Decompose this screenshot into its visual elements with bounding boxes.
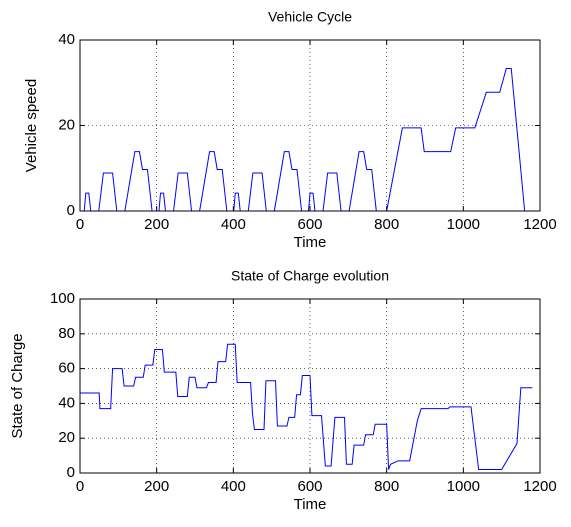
axes-box (79, 39, 541, 212)
x-tick-label: 600 (297, 216, 322, 233)
y-axis-label: State of Charge (9, 333, 26, 438)
data-line (80, 343, 533, 471)
y-tick-label: 100 (50, 290, 75, 307)
x-tick-label: 400 (221, 216, 246, 233)
y-tick-label: 20 (58, 116, 75, 133)
chart-title: Vehicle Cycle (268, 9, 352, 25)
x-axis-label: Time (294, 234, 327, 251)
y-tick-label: 40 (58, 31, 75, 48)
x-tick-label: 800 (374, 478, 399, 495)
y-tick-label: 0 (67, 464, 75, 481)
x-tick-label: 0 (76, 478, 84, 495)
x-axis-label: Time (294, 496, 327, 513)
plot-area (80, 299, 540, 473)
chart-title: State of Charge evolution (231, 268, 389, 284)
y-tick-label: 80 (58, 325, 75, 342)
y-tick-label: 40 (58, 394, 75, 411)
x-tick-label: 1200 (523, 478, 556, 495)
y-tick-label: 20 (58, 429, 75, 446)
x-tick-label: 600 (297, 478, 322, 495)
axes-box (79, 298, 541, 474)
x-tick-label: 800 (374, 216, 399, 233)
y-tick-label: 60 (58, 360, 75, 377)
x-tick-label: 200 (144, 216, 169, 233)
x-tick-label: 0 (76, 216, 84, 233)
x-tick-label: 1000 (447, 478, 480, 495)
x-tick-label: 400 (221, 478, 246, 495)
y-axis-label: Vehicle speed (23, 79, 40, 172)
y-tick-label: 0 (67, 202, 75, 219)
x-tick-label: 200 (144, 478, 169, 495)
x-tick-label: 1000 (447, 216, 480, 233)
x-tick-label: 1200 (523, 216, 556, 233)
